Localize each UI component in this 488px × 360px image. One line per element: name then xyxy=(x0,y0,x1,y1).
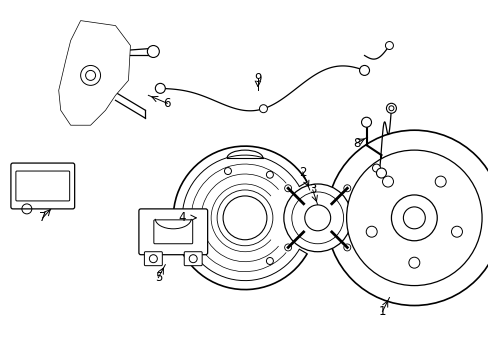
Circle shape xyxy=(366,226,376,237)
Circle shape xyxy=(388,106,393,111)
FancyBboxPatch shape xyxy=(184,252,202,266)
Circle shape xyxy=(390,195,436,241)
Text: 9: 9 xyxy=(254,72,261,85)
Text: 7: 7 xyxy=(39,211,46,224)
Polygon shape xyxy=(63,26,125,120)
Text: 8: 8 xyxy=(352,137,360,150)
Circle shape xyxy=(85,71,95,80)
Text: 3: 3 xyxy=(308,184,316,197)
Circle shape xyxy=(189,255,197,263)
Circle shape xyxy=(385,41,393,50)
Text: 1: 1 xyxy=(378,305,386,318)
Circle shape xyxy=(359,66,369,75)
Circle shape xyxy=(361,117,371,127)
Circle shape xyxy=(382,176,393,187)
FancyBboxPatch shape xyxy=(139,209,207,255)
Text: 4: 4 xyxy=(178,211,185,224)
Circle shape xyxy=(450,226,462,237)
Circle shape xyxy=(403,207,425,229)
Text: 2: 2 xyxy=(299,166,306,179)
Circle shape xyxy=(147,45,159,58)
Circle shape xyxy=(386,103,396,113)
Circle shape xyxy=(326,130,488,306)
Circle shape xyxy=(372,164,380,172)
Circle shape xyxy=(346,150,481,285)
Text: 6: 6 xyxy=(163,97,171,110)
Circle shape xyxy=(304,205,330,231)
Polygon shape xyxy=(59,21,130,125)
Circle shape xyxy=(434,176,445,187)
FancyBboxPatch shape xyxy=(144,252,162,266)
Circle shape xyxy=(259,105,267,113)
FancyBboxPatch shape xyxy=(16,171,69,201)
Circle shape xyxy=(155,84,165,93)
Circle shape xyxy=(149,255,157,263)
FancyBboxPatch shape xyxy=(154,220,192,244)
FancyBboxPatch shape xyxy=(11,163,75,209)
Circle shape xyxy=(376,168,386,178)
Circle shape xyxy=(283,184,351,252)
Text: 5: 5 xyxy=(154,271,162,284)
Circle shape xyxy=(81,66,101,85)
Circle shape xyxy=(408,257,419,268)
